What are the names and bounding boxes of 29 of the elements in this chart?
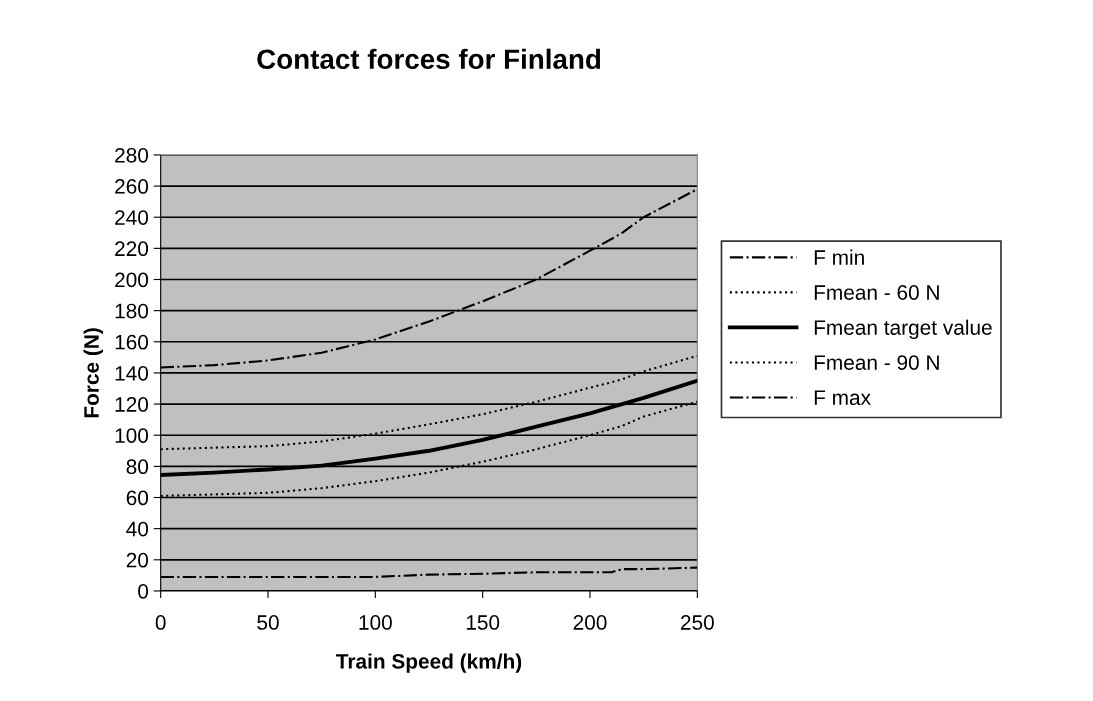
y-tick-label: 20 <box>126 552 149 568</box>
x-axis-title: Train Speed (km/h) <box>336 653 522 673</box>
legend-label: Fmean - 60 N <box>814 285 939 300</box>
x-tick-label: 200 <box>573 615 607 630</box>
legend-label: Fmean - 90 N <box>814 355 939 370</box>
y-tick-label: 260 <box>115 179 149 194</box>
y-tick-label: 140 <box>115 365 149 381</box>
x-tick-label: 150 <box>466 615 500 630</box>
y-tick-label: 200 <box>115 272 149 288</box>
y-tick-label: 60 <box>126 490 149 506</box>
legend-label: F max <box>814 390 871 406</box>
chart-title: Contact forces for Finland <box>257 48 601 70</box>
y-tick-label: 220 <box>115 241 149 257</box>
y-tick-label: 280 <box>115 147 149 163</box>
x-tick-label: 50 <box>257 615 279 630</box>
y-tick-label: 100 <box>115 428 149 443</box>
y-tick-label: 80 <box>126 459 149 475</box>
y-tick-label: 40 <box>126 521 149 537</box>
y-tick-label: 240 <box>115 210 149 225</box>
y-tick-label: 0 <box>138 583 149 599</box>
y-tick-label: 160 <box>115 334 149 350</box>
y-tick-label: 180 <box>115 303 149 319</box>
legend-label: F min <box>814 249 864 265</box>
x-tick-label: 0 <box>155 615 166 630</box>
legend-label: Fmean target value <box>814 319 992 340</box>
y-axis-title: Force (N) <box>83 328 103 418</box>
y-tick-label: 120 <box>115 397 149 412</box>
x-tick-label: 250 <box>681 615 714 630</box>
x-tick-label: 100 <box>359 615 392 630</box>
